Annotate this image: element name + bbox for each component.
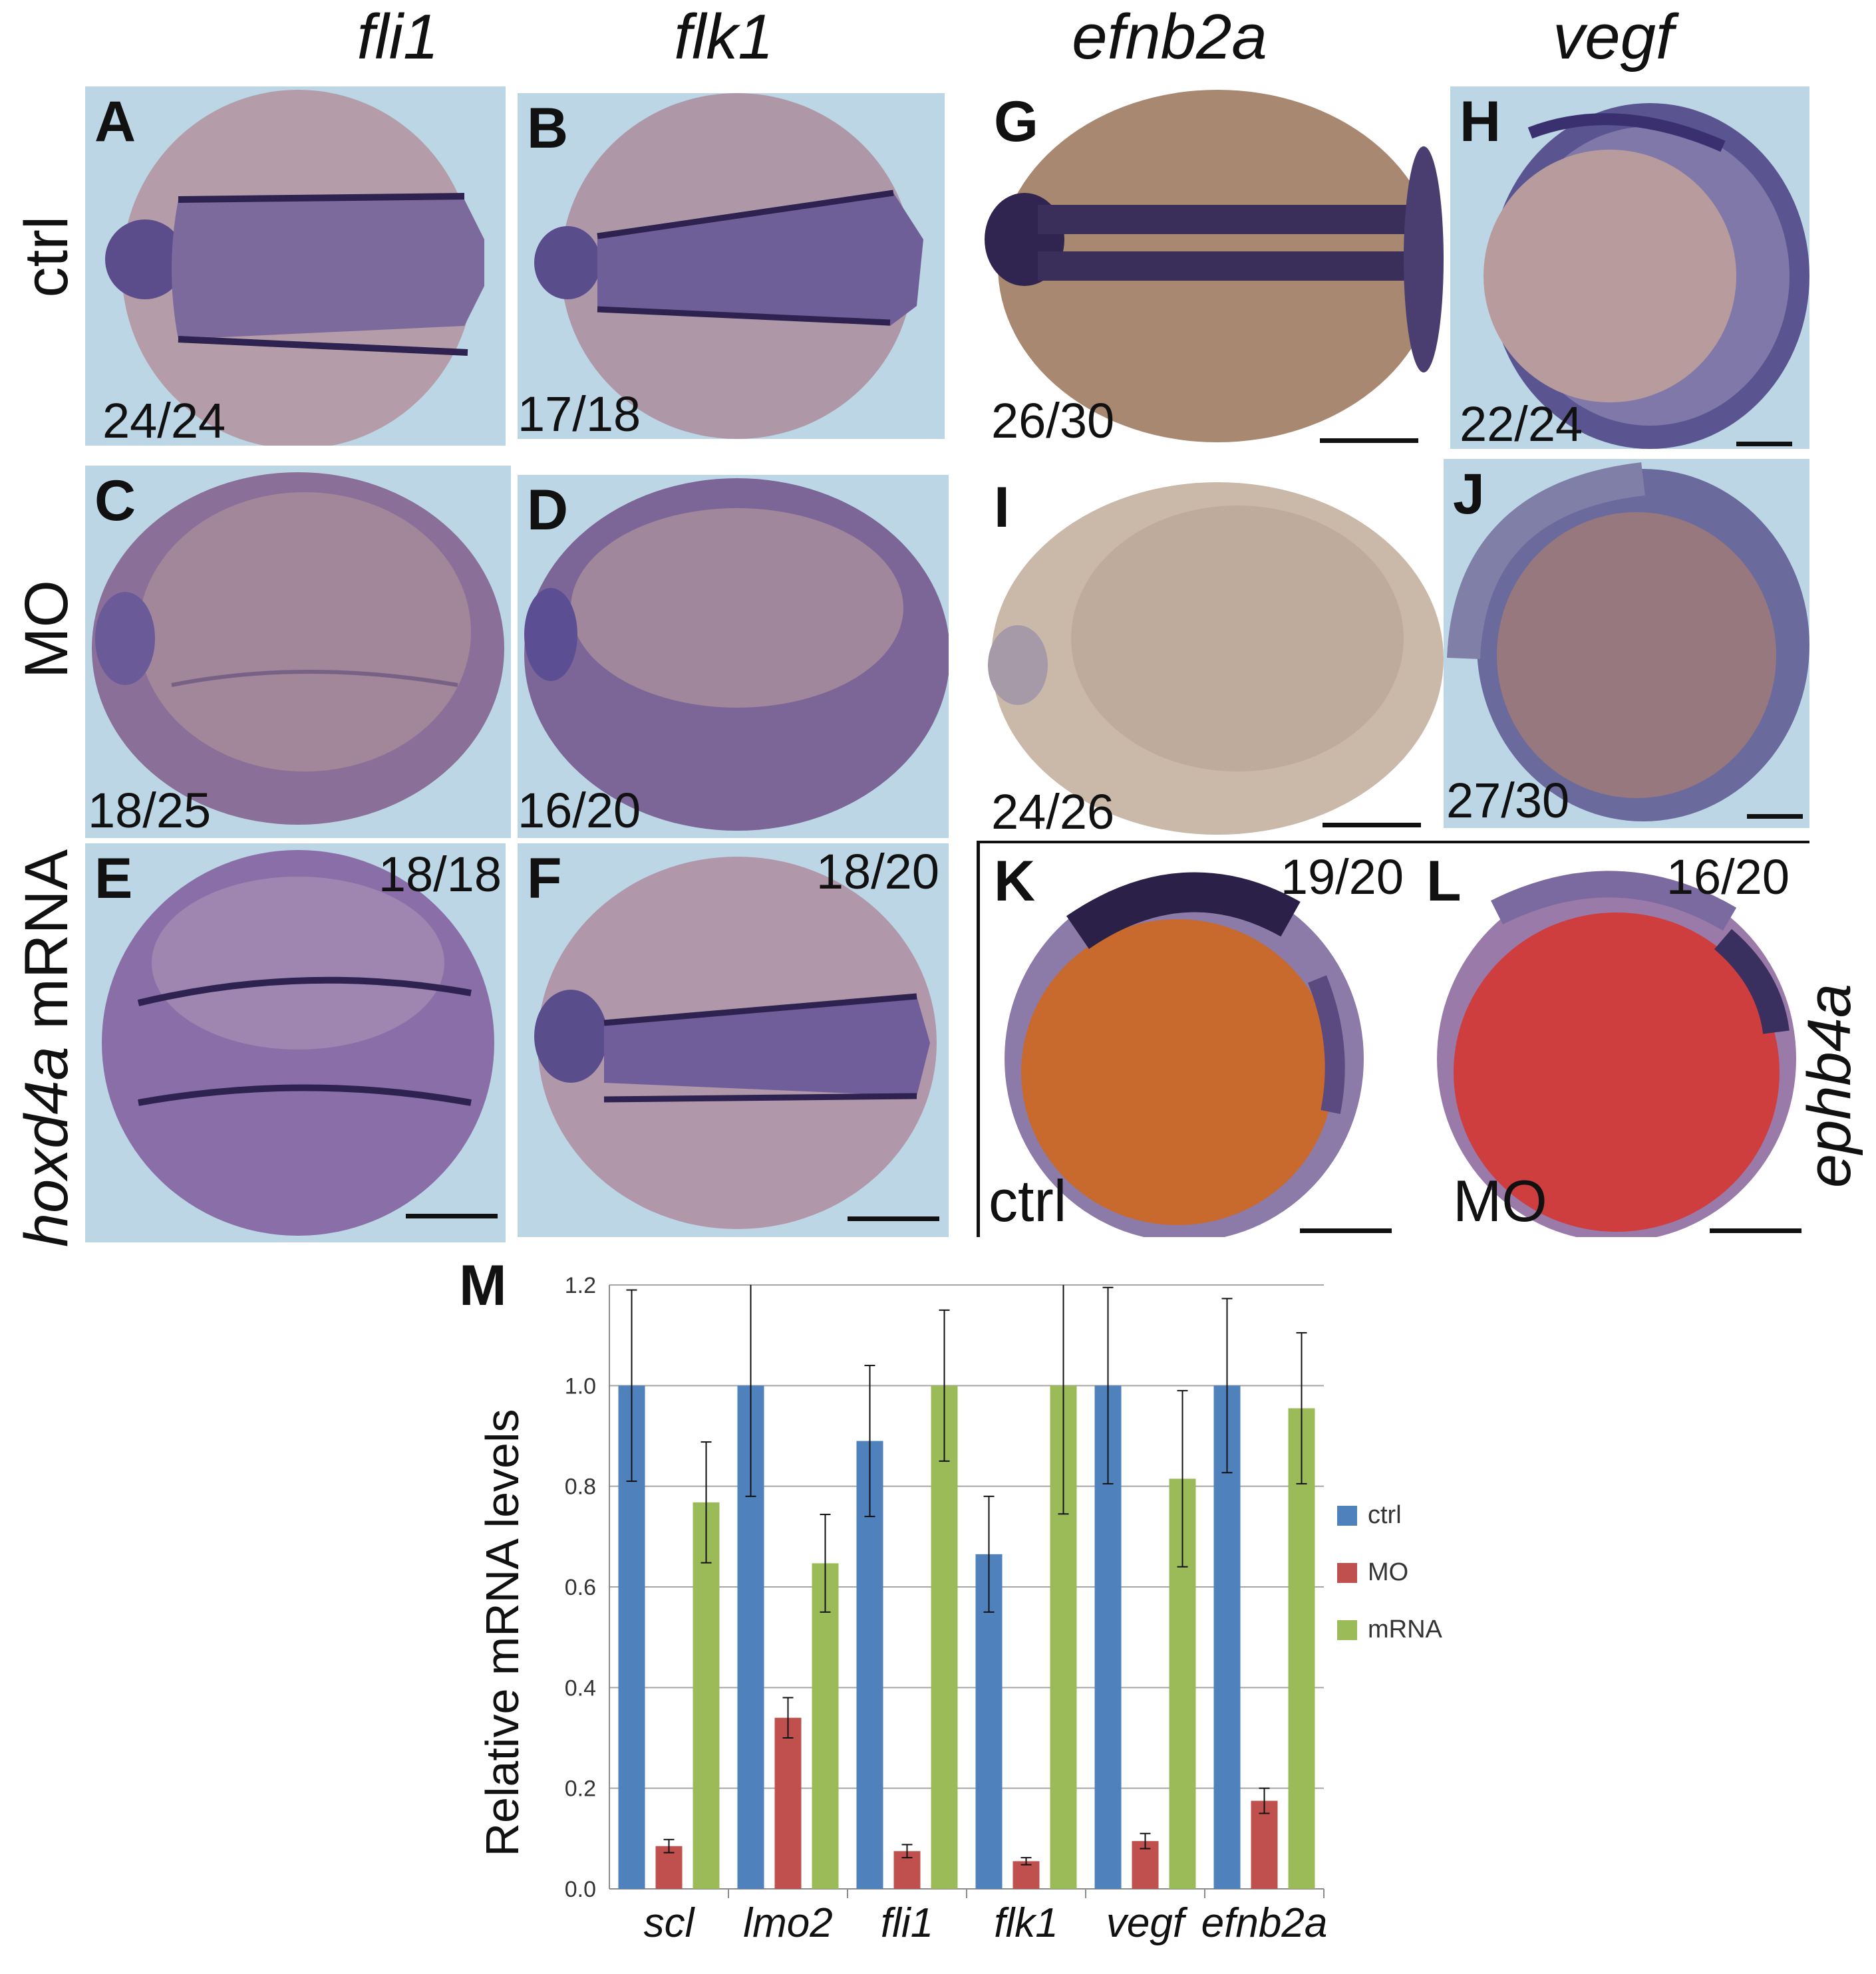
panel-K: K 19/20 ctrl <box>985 846 1410 1237</box>
panel-count: 24/26 <box>991 784 1115 838</box>
bar-MO-lmo2 <box>774 1717 802 1889</box>
panel-G: G 26/30 <box>985 86 1444 446</box>
panel-count: 16/20 <box>1666 849 1790 905</box>
panel-I: I 24/26 <box>985 472 1444 838</box>
panel-letter: K <box>994 849 1036 913</box>
row-label-hoxd4a-mrna: hoxd4a mRNA <box>13 815 80 1281</box>
panel-caption: ctrl <box>989 1168 1067 1234</box>
panel-E: E 18/18 <box>85 843 506 1242</box>
x-tick-label: lmo2 <box>743 1900 832 1946</box>
y-tick-label: 0.8 <box>565 1475 596 1500</box>
row-label-ctrl: ctrl <box>13 215 80 298</box>
bar-chart: Relative mRNA levels 0.0 0.2 0.4 0.6 0.8 1.0 1… <box>0 1250 1876 1974</box>
panel-kl-left-border <box>977 843 980 1237</box>
scale-bar <box>1300 1228 1392 1233</box>
panel-D: D 16/20 <box>518 475 949 838</box>
scale-bar <box>848 1216 939 1221</box>
row-label-mo: MO <box>13 579 80 679</box>
y-tick-label: 0.6 <box>565 1575 596 1600</box>
scale-bar <box>1736 442 1792 446</box>
panel-count: 27/30 <box>1446 773 1570 828</box>
legend-label-ctrl: ctrl <box>1368 1501 1402 1529</box>
legend-label-mRNA: mRNA <box>1368 1616 1443 1643</box>
panel-count: 16/20 <box>518 783 641 838</box>
scale-bar <box>406 1214 498 1218</box>
panel-L: L 16/20 MO <box>1417 846 1816 1237</box>
panel-letter: D <box>527 478 569 542</box>
bar-mRNA-fli1 <box>931 1385 958 1889</box>
bar-MO-efnb2a <box>1251 1800 1278 1889</box>
panel-count: 19/20 <box>1280 849 1404 905</box>
bar-mRNA-efnb2a <box>1288 1408 1315 1889</box>
column-header-vegf: vegf <box>1553 1 1674 72</box>
x-tick-label: efnb2a <box>1201 1900 1328 1946</box>
column-header-fli1: fli1 <box>357 1 439 72</box>
column-header-efnb2a: efnb2a <box>1072 1 1267 72</box>
panel-kl-top-border <box>977 841 1809 843</box>
scale-bar <box>1323 823 1421 827</box>
panel-count: 22/24 <box>1460 396 1583 449</box>
panel-letter: F <box>527 847 562 911</box>
x-tick-label: fli1 <box>881 1900 933 1946</box>
panel-caption: MO <box>1453 1168 1547 1234</box>
panel-letter: E <box>94 847 133 911</box>
side-label-ephb4a: ephb4a <box>1796 984 1863 1188</box>
y-tick-label: 1.0 <box>565 1373 596 1399</box>
x-tick-label: flk1 <box>994 1900 1058 1946</box>
panel-letter-M: M <box>459 1254 507 1318</box>
panel-count: 18/20 <box>816 844 939 899</box>
chart-canvas: 0.0 0.2 0.4 0.6 0.8 1.0 1.2 scl lmo2 fli1 flk1 vegf… <box>565 1273 1443 1946</box>
y-tick-label: 0.2 <box>565 1776 596 1802</box>
panel-J: J 27/30 <box>1444 459 1809 828</box>
y-tick-label: 1.2 <box>565 1273 596 1298</box>
panel-count: 18/18 <box>378 847 502 902</box>
panel-count: 24/24 <box>102 393 226 446</box>
y-tick-label: 0.0 <box>565 1877 596 1902</box>
panel-letter: I <box>994 476 1010 539</box>
panel-F: F 18/20 <box>518 843 949 1237</box>
panel-count: 26/30 <box>991 393 1115 446</box>
panel-letter: C <box>94 469 136 533</box>
y-tick-label: 0.4 <box>565 1675 596 1701</box>
legend-label-MO: MO <box>1368 1558 1408 1586</box>
panel-A: A 24/24 <box>85 86 506 446</box>
panel-C: C 18/25 <box>85 466 511 838</box>
bar-MO-flk1 <box>1013 1861 1040 1889</box>
scale-bar <box>1320 438 1418 443</box>
row-label-suffix: mRNA <box>13 849 80 1047</box>
panel-letter: H <box>1460 90 1501 154</box>
x-tick-label: vegf <box>1106 1900 1188 1946</box>
scale-bar <box>1710 1228 1801 1233</box>
legend-swatch-ctrl <box>1337 1506 1357 1526</box>
panel-letter: A <box>94 90 136 154</box>
panel-B: B 17/18 <box>518 93 945 439</box>
panel-count: 17/18 <box>518 386 641 439</box>
panel-letter: G <box>994 90 1038 154</box>
panel-letter: L <box>1426 849 1462 913</box>
bar-mRNA-scl <box>693 1502 720 1889</box>
row-label-gene: hoxd4a <box>13 1046 80 1248</box>
legend-swatch-mRNA <box>1337 1620 1357 1640</box>
bar-mRNA-lmo2 <box>812 1563 839 1889</box>
panel-H: H 22/24 <box>1450 86 1809 449</box>
panel-letter: B <box>527 96 569 160</box>
x-tick-label: scl <box>644 1900 696 1946</box>
scale-bar <box>1747 814 1803 819</box>
legend-swatch-MO <box>1337 1563 1357 1583</box>
panel-letter: J <box>1453 462 1485 526</box>
panel-count: 18/25 <box>88 783 212 838</box>
column-header-flk1: flk1 <box>674 1 774 72</box>
